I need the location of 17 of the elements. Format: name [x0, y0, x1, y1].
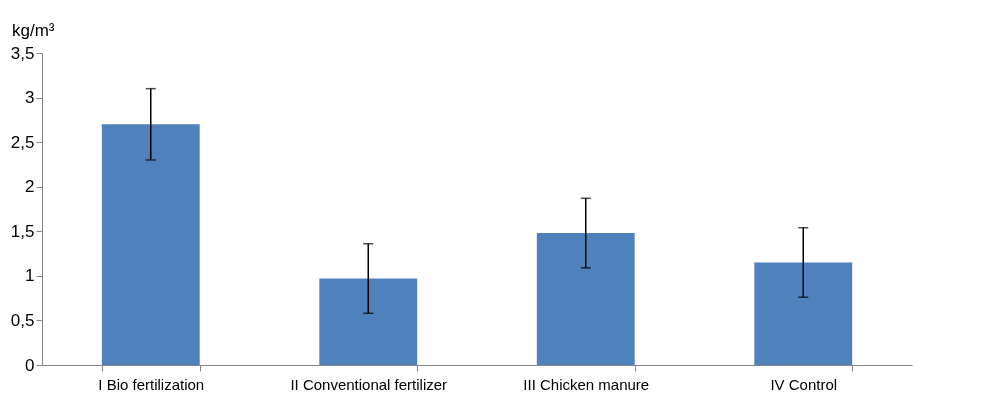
bar: [754, 262, 853, 365]
y-tick-label: 2,5: [10, 132, 35, 152]
y-tick-label: 0,5: [10, 310, 35, 330]
x-tick-label: III Chicken manure: [523, 375, 650, 393]
y-tick-label: 3: [25, 88, 35, 108]
y-axis-title: kg/m³: [12, 21, 55, 40]
y-tick-label: 2: [25, 177, 35, 197]
y-tick-label: 1: [25, 266, 35, 286]
bar: [536, 233, 635, 365]
y-tick-label: 1,5: [10, 221, 35, 241]
x-tick-label: IV Control: [770, 375, 838, 393]
bar: [319, 278, 418, 365]
y-tick-label: 3,5: [10, 43, 35, 63]
y-tick-label: 0: [25, 355, 35, 375]
bar: [101, 124, 200, 365]
x-tick-label: I Bio fertilization: [98, 375, 205, 393]
x-tick-label: II Conventional fertilizer: [290, 375, 448, 393]
